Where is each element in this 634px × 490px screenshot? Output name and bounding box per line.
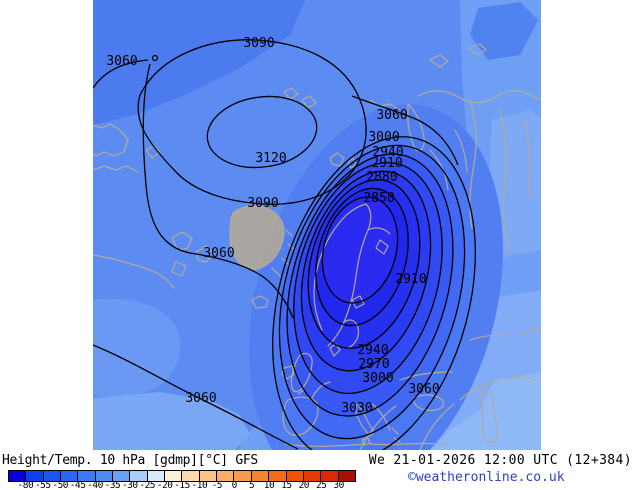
- chart-datetime: We 21-01-2026 12:00 UTC (12+384): [368, 453, 632, 468]
- colorbar-tick-label: -45: [69, 480, 86, 490]
- colorbar-tick-label: 15: [281, 480, 292, 490]
- contour-label: 2910: [395, 272, 426, 287]
- colorbar-cell: [199, 471, 218, 481]
- colorbar-ticks: -80 -55 -50 -45 -40 -35 -30 -25 -20 -15 -10 -5 0 5 10 1…: [0, 480, 400, 490]
- colorbar-cell: [43, 471, 62, 481]
- contour-label: 2910: [371, 156, 402, 171]
- colorbar-cell: [9, 471, 27, 481]
- colorbar-tick-label: -50: [52, 480, 69, 490]
- map-canvas: 3060309031203090306030603000294029102880…: [93, 0, 541, 450]
- contour-label: 3120: [255, 151, 286, 166]
- colorbar-cell: [251, 471, 270, 481]
- contour-label: 3090: [243, 36, 274, 51]
- coastlines: [93, 43, 541, 450]
- contour-label: 3090: [247, 196, 278, 211]
- colorbar-tick-label: 0: [231, 480, 238, 490]
- colorbar-tick-label: 25: [315, 480, 327, 490]
- contour-label: 3030: [341, 401, 372, 416]
- temperature-colorbar: [8, 470, 356, 482]
- contour-label: 3060: [376, 108, 407, 123]
- credit-watermark: ©weatheronline.co.uk: [408, 470, 565, 485]
- contour-label: 3060: [106, 54, 137, 69]
- contour-labels-layer: 3060309031203090306030603000294029102880…: [106, 36, 439, 416]
- colorbar-tick-label: -40: [87, 480, 103, 490]
- colorbar-tick-label: -20: [156, 480, 173, 490]
- colorbar-tick-label: 10: [263, 480, 275, 490]
- colorbar-tick-label: -15: [174, 480, 190, 490]
- chart-title: Height/Temp. 10 hPa [gdmp][°C] GFS: [2, 453, 258, 468]
- colorbar-tick-label: -30: [121, 480, 138, 490]
- colorbar-cell: [269, 471, 287, 481]
- contour-label: 2850: [363, 191, 394, 206]
- contour-label: 2880: [366, 170, 397, 185]
- map-area: 3060 3090 3120 3090 3060 3060 3000 2940 2910 2880…: [93, 0, 541, 450]
- colorbar-cell: [113, 471, 131, 481]
- colorbar-cell: [286, 471, 304, 481]
- colorbar-tick-label: 30: [333, 480, 344, 490]
- colorbar-cell: [147, 471, 166, 481]
- colorbar-cell: [217, 471, 235, 481]
- colorbar-tick-label: -80: [17, 480, 34, 490]
- colorbar-cell: [321, 471, 339, 481]
- colorbar-tick-label: -35: [104, 480, 121, 490]
- colorbar-cell: [130, 471, 148, 481]
- contour-label: 2970: [358, 357, 389, 372]
- contour-label: 2940: [357, 343, 388, 358]
- contour-label: 3000: [368, 130, 399, 145]
- colorbar-cell: [26, 471, 44, 481]
- colorbar-cell: [338, 471, 355, 481]
- colorbar-cell: [61, 471, 79, 481]
- contour-label: 3060: [185, 391, 216, 406]
- colorbar-tick-label: -25: [139, 480, 156, 490]
- height-contours: [93, 39, 476, 450]
- colorbar-cell: [303, 471, 322, 481]
- colorbar-tick-label: -5: [211, 480, 223, 490]
- colorbar-cell: [165, 471, 183, 481]
- colorbar-tick-label: 20: [298, 480, 310, 490]
- colorbar-cell: [95, 471, 114, 481]
- contour-label: 2940: [372, 145, 403, 160]
- colorbar-cell: [234, 471, 252, 481]
- colorbar-cell: [182, 471, 200, 481]
- colorbar-tick-label: -10: [191, 480, 208, 490]
- colorbar-cell: [78, 471, 96, 481]
- contour-label: 3000: [362, 371, 393, 386]
- contour-label: 3060: [408, 382, 439, 397]
- contour-label: 3060: [203, 246, 234, 261]
- colorbar-tick-label: -55: [34, 480, 51, 490]
- colorbar-tick-label: 5: [248, 480, 255, 490]
